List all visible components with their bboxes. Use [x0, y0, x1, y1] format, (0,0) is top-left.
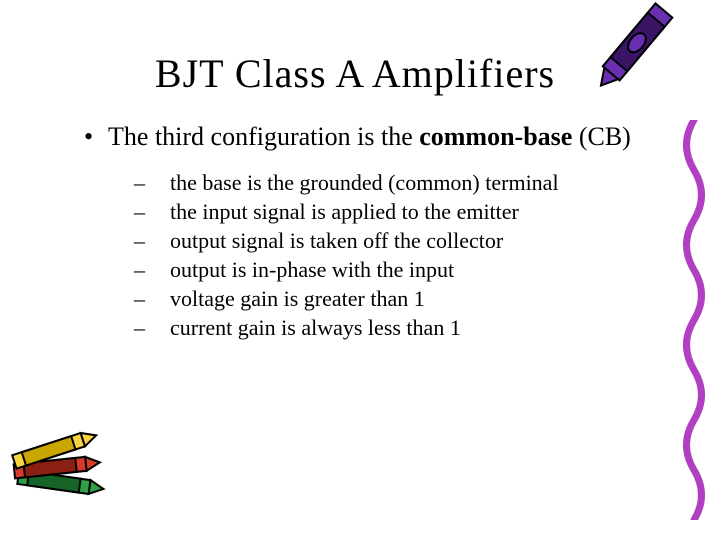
slide: BJT Class A Amplifiers • The third confi… — [0, 0, 720, 540]
sub-bullet: –voltage gain is greater than 1 — [152, 284, 650, 313]
sub-bullet: –output signal is taken off the collecto… — [152, 226, 650, 255]
squiggle-decoration — [674, 120, 714, 520]
bullet-dot: • — [84, 121, 102, 154]
sub-bullet: –the base is the grounded (common) termi… — [152, 168, 650, 197]
sub-bullet-text: the base is the grounded (common) termin… — [170, 170, 559, 195]
sub-bullet-text: output is in-phase with the input — [170, 257, 454, 282]
main-bullet-prefix: The third configuration is the — [108, 122, 419, 151]
sub-bullet-list: –the base is the grounded (common) termi… — [152, 168, 650, 342]
main-bullet-suffix: (CB) — [572, 122, 631, 151]
main-bullet: • The third configuration is the common-… — [84, 121, 650, 154]
sub-bullet-text: the input signal is applied to the emitt… — [170, 199, 519, 224]
crayon-pile-icon — [6, 420, 116, 500]
sub-bullet-text: current gain is always less than 1 — [170, 315, 461, 340]
main-bullet-bold: common-base — [419, 122, 572, 151]
slide-title: BJT Class A Amplifiers — [60, 50, 650, 97]
crayon-icon — [580, 0, 690, 100]
sub-bullet: –current gain is always less than 1 — [152, 313, 650, 342]
sub-bullet-text: voltage gain is greater than 1 — [170, 286, 425, 311]
sub-bullet: –the input signal is applied to the emit… — [152, 197, 650, 226]
sub-bullet: –output is in-phase with the input — [152, 255, 650, 284]
sub-bullet-text: output signal is taken off the collector — [170, 228, 503, 253]
